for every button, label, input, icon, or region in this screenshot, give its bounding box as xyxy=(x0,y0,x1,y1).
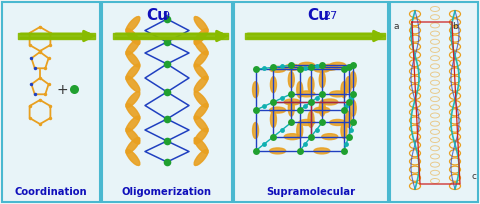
Ellipse shape xyxy=(284,134,300,140)
Ellipse shape xyxy=(194,52,208,68)
Text: +: + xyxy=(56,83,68,96)
Ellipse shape xyxy=(308,112,314,128)
Ellipse shape xyxy=(346,112,351,128)
Ellipse shape xyxy=(330,63,346,69)
Text: b: b xyxy=(452,22,458,31)
Ellipse shape xyxy=(341,82,347,98)
Ellipse shape xyxy=(299,120,315,126)
Ellipse shape xyxy=(194,29,208,45)
Ellipse shape xyxy=(252,123,259,139)
Ellipse shape xyxy=(126,17,140,33)
Ellipse shape xyxy=(350,72,356,88)
Ellipse shape xyxy=(194,17,208,33)
Ellipse shape xyxy=(126,150,140,166)
Text: 27: 27 xyxy=(323,11,337,21)
Ellipse shape xyxy=(319,72,325,88)
FancyBboxPatch shape xyxy=(390,3,478,202)
Ellipse shape xyxy=(126,40,140,56)
Ellipse shape xyxy=(288,72,294,88)
Ellipse shape xyxy=(126,52,140,68)
Ellipse shape xyxy=(284,100,300,105)
Ellipse shape xyxy=(252,82,259,98)
Ellipse shape xyxy=(322,65,338,71)
Ellipse shape xyxy=(270,77,276,93)
Ellipse shape xyxy=(299,63,315,69)
Ellipse shape xyxy=(284,65,300,71)
Ellipse shape xyxy=(308,77,314,93)
Ellipse shape xyxy=(126,138,140,154)
Text: 9: 9 xyxy=(162,11,169,21)
Text: Cu: Cu xyxy=(307,8,329,23)
Ellipse shape xyxy=(314,108,330,114)
Ellipse shape xyxy=(270,108,286,114)
Ellipse shape xyxy=(288,101,294,117)
Ellipse shape xyxy=(299,91,315,98)
Ellipse shape xyxy=(194,116,208,132)
Text: Supramolecular: Supramolecular xyxy=(266,186,356,196)
Ellipse shape xyxy=(194,150,208,166)
Ellipse shape xyxy=(194,128,208,144)
Ellipse shape xyxy=(126,65,140,81)
Ellipse shape xyxy=(314,67,330,73)
FancyBboxPatch shape xyxy=(234,3,388,202)
Ellipse shape xyxy=(319,101,325,117)
Text: Oligomerization: Oligomerization xyxy=(122,186,212,196)
Ellipse shape xyxy=(297,82,303,98)
Ellipse shape xyxy=(126,29,140,45)
Ellipse shape xyxy=(322,134,338,140)
FancyBboxPatch shape xyxy=(2,3,100,202)
Ellipse shape xyxy=(126,92,140,108)
Text: c: c xyxy=(471,172,476,181)
Ellipse shape xyxy=(194,40,208,56)
Ellipse shape xyxy=(126,116,140,132)
FancyBboxPatch shape xyxy=(102,3,232,202)
Ellipse shape xyxy=(314,148,330,154)
Ellipse shape xyxy=(194,138,208,154)
Ellipse shape xyxy=(194,92,208,108)
Ellipse shape xyxy=(330,91,346,98)
Ellipse shape xyxy=(270,67,286,73)
Ellipse shape xyxy=(126,77,140,93)
Text: Cu: Cu xyxy=(146,8,168,23)
Ellipse shape xyxy=(270,112,276,128)
Ellipse shape xyxy=(346,77,351,93)
Ellipse shape xyxy=(270,148,286,154)
Ellipse shape xyxy=(194,77,208,93)
Ellipse shape xyxy=(194,65,208,81)
Ellipse shape xyxy=(322,100,338,105)
Ellipse shape xyxy=(194,104,208,120)
Text: a: a xyxy=(393,22,398,31)
Ellipse shape xyxy=(330,120,346,126)
Ellipse shape xyxy=(297,123,303,139)
Ellipse shape xyxy=(126,128,140,144)
Ellipse shape xyxy=(341,123,347,139)
Ellipse shape xyxy=(126,104,140,120)
Text: Coordination: Coordination xyxy=(15,186,87,196)
Ellipse shape xyxy=(350,101,356,117)
